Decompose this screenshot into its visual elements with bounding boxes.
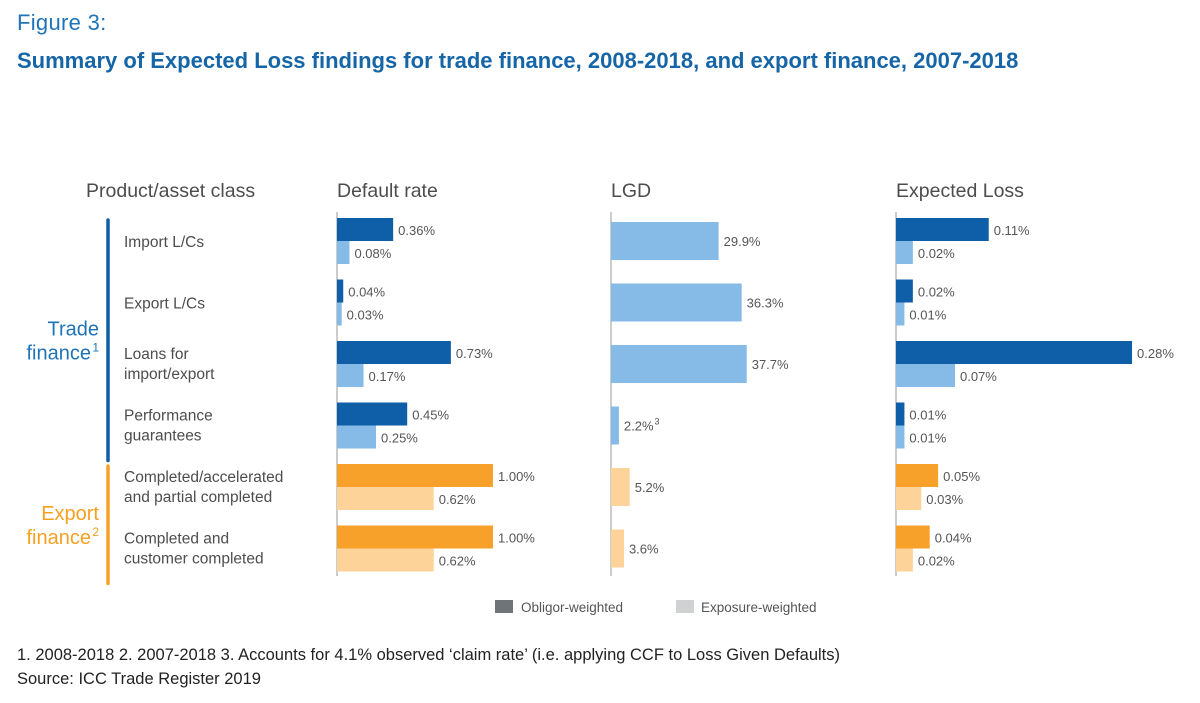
label-default-rate-exposure: 0.62%	[439, 554, 476, 569]
chart-title: Summary of Expected Loss findings for tr…	[17, 48, 1019, 73]
bar-expected-loss-exposure	[896, 425, 905, 449]
label-default-rate-obligor: 0.04%	[348, 285, 385, 300]
bar-lgd	[611, 468, 630, 506]
bar-expected-loss-exposure	[896, 487, 922, 510]
bar-default-rate-exposure	[337, 364, 364, 387]
source-text: Source: ICC Trade Register 2019	[17, 670, 261, 688]
row-label: customer completed	[124, 551, 264, 568]
label-default-rate-exposure: 0.08%	[354, 246, 391, 261]
label-lgd: 37.7%	[752, 357, 789, 372]
bar-default-rate-exposure	[337, 302, 342, 326]
label-expected-loss-obligor: 0.05%	[943, 469, 980, 484]
legend-swatch-obligor	[495, 600, 513, 613]
bar-expected-loss-exposure	[896, 302, 905, 326]
group-label-export: Export	[41, 503, 99, 525]
legend-label-exposure: Exposure-weighted	[701, 600, 817, 615]
label-default-rate-obligor: 1.00%	[498, 531, 535, 546]
group-footnote-mark-export: 2	[92, 525, 99, 539]
row-label: Loans for	[124, 346, 189, 363]
header-expected-loss: Expected Loss	[896, 180, 1024, 202]
bar-default-rate-obligor	[337, 341, 451, 364]
header-default-rate: Default rate	[337, 180, 438, 202]
bar-lgd	[611, 345, 747, 383]
bar-expected-loss-obligor	[896, 341, 1133, 364]
label-lgd: 2.2%	[624, 419, 654, 434]
bar-expected-loss-obligor	[896, 279, 913, 303]
group-label-trade-finance: finance	[27, 342, 92, 364]
label-lgd-footnote-mark: 3	[655, 417, 660, 427]
legend-label-obligor: Obligor-weighted	[521, 600, 623, 615]
footnotes: 1. 2008-2018 2. 2007-2018 3. Accounts fo…	[17, 643, 840, 691]
bar-lgd	[611, 406, 619, 445]
label-expected-loss-exposure: 0.01%	[909, 431, 946, 446]
label-default-rate-obligor: 0.36%	[398, 223, 435, 238]
label-expected-loss-exposure: 0.01%	[909, 308, 946, 323]
footnote-text: 1. 2008-2018 2. 2007-2018 3. Accounts fo…	[17, 646, 841, 664]
label-lgd: 5.2%	[635, 480, 665, 495]
label-expected-loss-exposure: 0.03%	[926, 492, 963, 507]
legend-swatch-exposure	[676, 600, 694, 613]
bar-expected-loss-obligor	[896, 525, 930, 549]
bar-default-rate-obligor	[337, 279, 344, 303]
bar-lgd	[611, 529, 624, 568]
label-expected-loss-obligor: 0.28%	[1137, 346, 1174, 361]
bar-default-rate-obligor	[337, 402, 408, 426]
row-label: Import L/Cs	[124, 234, 204, 251]
bar-default-rate-obligor	[337, 218, 394, 241]
label-lgd: 36.3%	[747, 296, 784, 311]
bar-default-rate-obligor	[337, 525, 493, 549]
label-default-rate-obligor: 0.45%	[412, 408, 449, 423]
label-default-rate-exposure: 0.17%	[369, 369, 406, 384]
bar-default-rate-exposure	[337, 241, 350, 264]
header-lgd: LGD	[611, 180, 651, 202]
label-expected-loss-exposure: 0.02%	[918, 554, 955, 569]
row-label: and partial completed	[124, 489, 272, 506]
bar-expected-loss-exposure	[896, 548, 913, 572]
bar-lgd	[611, 283, 742, 322]
label-lgd: 29.9%	[724, 234, 761, 249]
label-expected-loss-obligor: 0.11%	[994, 223, 1030, 238]
bar-expected-loss-exposure	[896, 241, 913, 264]
label-expected-loss-exposure: 0.07%	[960, 369, 997, 384]
figure-label: Figure 3:	[17, 10, 107, 35]
bar-default-rate-exposure	[337, 425, 376, 449]
label-expected-loss-obligor: 0.01%	[909, 408, 946, 423]
bar-lgd	[611, 222, 719, 260]
row-label: Completed/accelerated	[124, 469, 283, 486]
bar-default-rate-exposure	[337, 487, 434, 510]
label-expected-loss-exposure: 0.02%	[918, 246, 955, 261]
group-label-export-finance: finance	[27, 527, 92, 549]
label-default-rate-exposure: 0.03%	[347, 308, 384, 323]
chart: Product/asset class Default rate LGD Expect…	[27, 180, 1175, 615]
group-label-trade: Trade	[47, 318, 99, 340]
bar-expected-loss-obligor	[896, 464, 939, 487]
header-product-asset-class: Product/asset class	[86, 180, 255, 202]
label-expected-loss-obligor: 0.02%	[918, 285, 955, 300]
label-lgd: 3.6%	[629, 542, 659, 557]
bar-expected-loss-exposure	[896, 364, 956, 387]
row-label: import/export	[124, 366, 215, 383]
row-label: Export L/Cs	[124, 296, 205, 313]
label-default-rate-obligor: 0.73%	[456, 346, 493, 361]
row-label: guarantees	[124, 428, 202, 445]
row-label: Performance	[124, 408, 213, 425]
bar-default-rate-exposure	[337, 548, 434, 572]
bar-expected-loss-obligor	[896, 402, 905, 426]
bar-expected-loss-obligor	[896, 218, 989, 241]
label-default-rate-exposure: 0.25%	[381, 431, 418, 446]
group-footnote-mark-trade: 1	[92, 340, 99, 354]
label-default-rate-obligor: 1.00%	[498, 469, 535, 484]
bar-default-rate-obligor	[337, 464, 493, 487]
label-expected-loss-obligor: 0.04%	[935, 531, 972, 546]
row-label: Completed and	[124, 531, 229, 548]
label-default-rate-exposure: 0.62%	[439, 492, 476, 507]
